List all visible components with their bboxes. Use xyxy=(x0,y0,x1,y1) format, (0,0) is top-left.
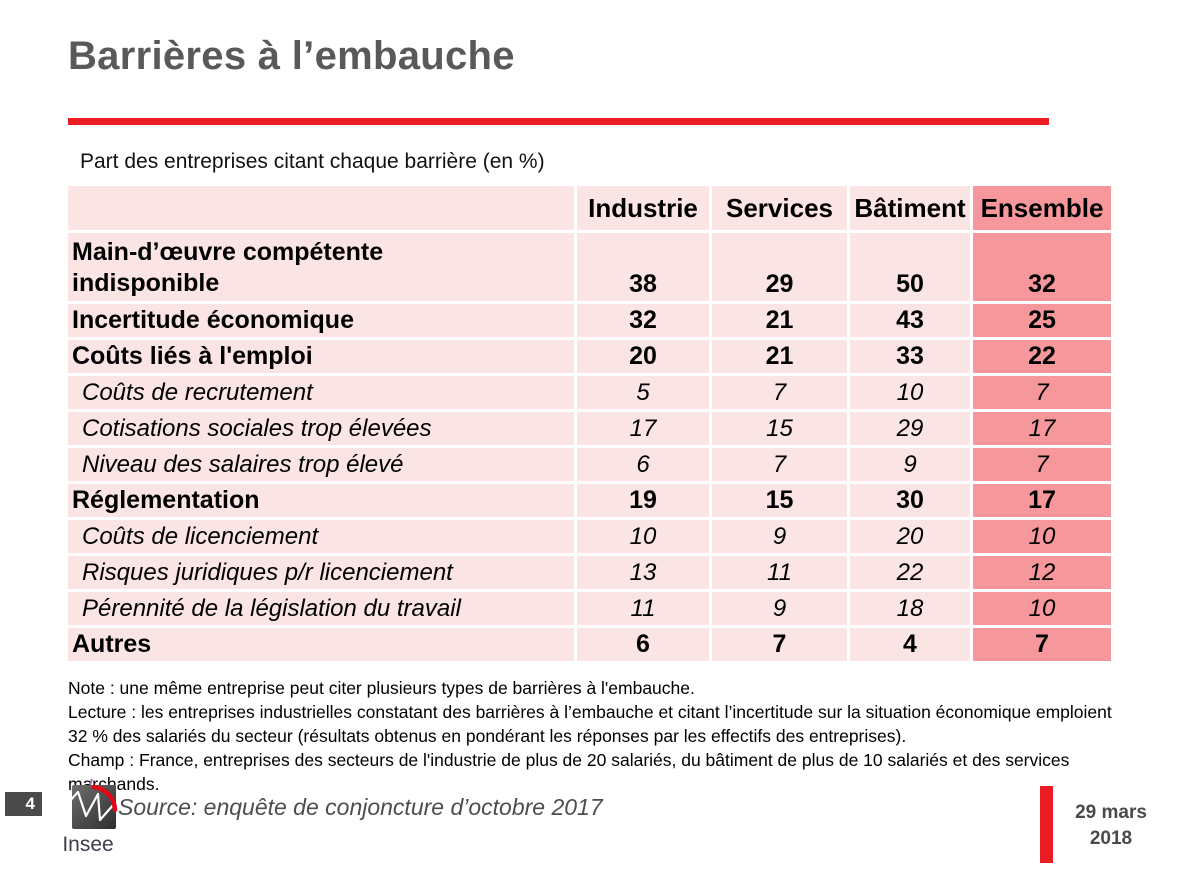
row-label: Cotisations sociales trop élevées xyxy=(68,412,574,445)
table-header-row: Industrie Services Bâtiment Ensemble xyxy=(68,186,1111,230)
col-header-industrie: Industrie xyxy=(577,186,709,230)
col-header-empty xyxy=(68,186,574,230)
col-header-batiment: Bâtiment xyxy=(850,186,970,230)
cell-value-ensemble: 17 xyxy=(973,412,1111,445)
insee-logo-icon xyxy=(56,784,118,829)
cell-value-ensemble: 7 xyxy=(973,376,1111,409)
cell-value: 11 xyxy=(577,592,709,625)
insee-logo: Insee xyxy=(56,782,120,855)
cell-value: 11 xyxy=(712,556,847,589)
date-accent-bar xyxy=(1040,786,1053,863)
cell-value-ensemble: 7 xyxy=(973,628,1111,661)
table-caption: Part des entreprises citant chaque barri… xyxy=(80,150,545,173)
table-row: Pérennité de la législation du travail 1… xyxy=(68,592,1111,625)
row-label: Risques juridiques p/r licenciement xyxy=(68,556,574,589)
cell-value: 6 xyxy=(577,448,709,481)
source-caption: Source: enquête de conjoncture d’octobre… xyxy=(118,794,603,820)
cell-value: 10 xyxy=(577,520,709,553)
cell-value: 30 xyxy=(850,484,970,517)
title-underline xyxy=(68,118,1049,125)
cell-value: 29 xyxy=(712,233,847,301)
cell-value-ensemble: 12 xyxy=(973,556,1111,589)
cell-value: 21 xyxy=(712,340,847,373)
barriers-table-container: Industrie Services Bâtiment Ensemble Mai… xyxy=(65,183,1114,664)
cell-value: 32 xyxy=(577,304,709,337)
cell-value-ensemble: 10 xyxy=(973,520,1111,553)
cell-value: 19 xyxy=(577,484,709,517)
row-label: Pérennité de la législation du travail xyxy=(68,592,574,625)
lecture-line: Lecture : les entreprises industrielles … xyxy=(68,702,1112,746)
table-row: Cotisations sociales trop élevées 17 15 … xyxy=(68,412,1111,445)
table-row: Coûts de recrutement 5 7 10 7 xyxy=(68,376,1111,409)
cell-value: 10 xyxy=(850,376,970,409)
col-header-ensemble: Ensemble xyxy=(973,186,1111,230)
row-label: Coûts de recrutement xyxy=(68,376,574,409)
row-label: Autres xyxy=(68,628,574,661)
cell-value: 22 xyxy=(850,556,970,589)
row-label: Coûts liés à l'emploi xyxy=(68,340,574,373)
cell-value: 5 xyxy=(577,376,709,409)
note-line: Note : une même entreprise peut citer pl… xyxy=(68,678,695,698)
row-label: Coûts de licenciement xyxy=(68,520,574,553)
cell-value-ensemble: 32 xyxy=(973,233,1111,301)
insee-logo-text: Insee xyxy=(62,833,114,856)
cell-value: 7 xyxy=(712,628,847,661)
cell-value: 9 xyxy=(850,448,970,481)
footnotes: Note : une même entreprise peut citer pl… xyxy=(68,676,1123,796)
cell-value: 20 xyxy=(850,520,970,553)
cell-value: 20 xyxy=(577,340,709,373)
table-row: Réglementation 19 15 30 17 xyxy=(68,484,1111,517)
cell-value: 15 xyxy=(712,484,847,517)
barriers-table: Industrie Services Bâtiment Ensemble Mai… xyxy=(65,183,1114,664)
cell-value: 50 xyxy=(850,233,970,301)
cell-value: 38 xyxy=(577,233,709,301)
cell-value: 18 xyxy=(850,592,970,625)
cell-value: 29 xyxy=(850,412,970,445)
cell-value-ensemble: 25 xyxy=(973,304,1111,337)
row-label: Réglementation xyxy=(68,484,574,517)
table-row: Coûts liés à l'emploi 20 21 33 22 xyxy=(68,340,1111,373)
slide-date: 29 mars 2018 xyxy=(1075,802,1147,849)
page-title: Barrières à l’embauche xyxy=(68,34,515,78)
cell-value: 15 xyxy=(712,412,847,445)
col-header-services: Services xyxy=(712,186,847,230)
cell-value-ensemble: 7 xyxy=(973,448,1111,481)
table-row: Autres 6 7 4 7 xyxy=(68,628,1111,661)
cell-value: 9 xyxy=(712,592,847,625)
cell-value: 33 xyxy=(850,340,970,373)
row-label: Incertitude économique xyxy=(68,304,574,337)
table-row: Incertitude économique 32 21 43 25 xyxy=(68,304,1111,337)
table-row: Niveau des salaires trop élevé 6 7 9 7 xyxy=(68,448,1111,481)
cell-value: 9 xyxy=(712,520,847,553)
table-row: Coûts de licenciement 10 9 20 10 xyxy=(68,520,1111,553)
champ-line: Champ : France, entreprises des secteurs… xyxy=(68,750,1070,794)
cell-value-ensemble: 17 xyxy=(973,484,1111,517)
cell-value: 43 xyxy=(850,304,970,337)
cell-value: 6 xyxy=(577,628,709,661)
cell-value: 17 xyxy=(577,412,709,445)
cell-value-ensemble: 22 xyxy=(973,340,1111,373)
table-row: Main-d’œuvre compétente indisponible 38 … xyxy=(68,233,1111,301)
cell-value: 13 xyxy=(577,556,709,589)
table-row: Risques juridiques p/r licenciement 13 1… xyxy=(68,556,1111,589)
page-number-badge: 4 xyxy=(5,792,42,816)
row-label: Main-d’œuvre compétente indisponible xyxy=(68,233,574,301)
cell-value: 4 xyxy=(850,628,970,661)
row-label: Niveau des salaires trop élevé xyxy=(68,448,574,481)
cell-value: 7 xyxy=(712,448,847,481)
cell-value: 7 xyxy=(712,376,847,409)
cell-value: 21 xyxy=(712,304,847,337)
cell-value-ensemble: 10 xyxy=(973,592,1111,625)
